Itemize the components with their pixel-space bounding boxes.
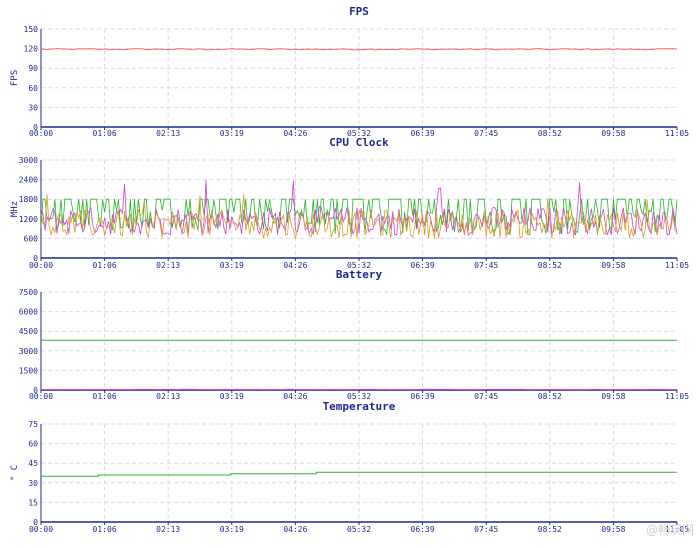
y-tick-label: 45: [28, 459, 38, 468]
x-tick-label: 09:58: [601, 525, 625, 534]
x-tick-label: 01:06: [93, 261, 117, 270]
x-tick-label: 07:45: [474, 261, 498, 270]
watermark-text: @畅玩网: [646, 521, 694, 538]
y-axis-label-3: ° C: [10, 465, 20, 481]
y-tick-label: 6000: [19, 308, 38, 317]
y-tick-label: 30: [28, 103, 38, 112]
x-tick-label: 06:39: [411, 261, 435, 270]
x-tick-label: 04:26: [283, 525, 307, 534]
x-tick-label: 04:26: [283, 392, 307, 401]
y-tick-label: 1200: [19, 215, 38, 224]
x-tick-label: 02:13: [156, 129, 180, 138]
x-tick-label: 00:00: [29, 525, 53, 534]
chart-title-3: Temperature: [323, 400, 396, 413]
chart-title-2: Battery: [336, 268, 383, 281]
x-tick-label: 11:05: [665, 392, 689, 401]
x-tick-label: 04:26: [283, 261, 307, 270]
y-tick-label: 3000: [19, 156, 38, 165]
x-tick-label: 07:45: [474, 525, 498, 534]
x-tick-label: 07:45: [474, 392, 498, 401]
x-tick-label: 07:45: [474, 129, 498, 138]
x-tick-label: 02:13: [156, 392, 180, 401]
y-tick-label: 2400: [19, 176, 38, 185]
y-tick-label: 90: [28, 64, 38, 73]
y-tick-label: 75: [28, 420, 38, 429]
y-tick-label: 150: [24, 25, 39, 34]
x-tick-label: 08:52: [538, 261, 562, 270]
y-tick-label: 30: [28, 479, 38, 488]
x-tick-label: 01:06: [93, 392, 117, 401]
x-tick-label: 11:05: [665, 261, 689, 270]
x-tick-label: 01:06: [93, 525, 117, 534]
x-tick-label: 06:39: [411, 129, 435, 138]
x-tick-label: 00:00: [29, 392, 53, 401]
y-tick-label: 15: [28, 498, 38, 507]
x-tick-label: 09:58: [601, 392, 625, 401]
y-tick-label: 600: [24, 234, 39, 243]
y-tick-label: 7500: [19, 288, 38, 297]
x-tick-label: 03:19: [220, 392, 244, 401]
x-tick-label: 02:13: [156, 525, 180, 534]
y-tick-label: 1800: [19, 195, 38, 204]
x-tick-label: 01:06: [93, 129, 117, 138]
x-tick-label: 09:58: [601, 261, 625, 270]
x-tick-label: 06:39: [411, 392, 435, 401]
x-tick-label: 09:58: [601, 129, 625, 138]
x-tick-label: 03:19: [220, 525, 244, 534]
x-tick-label: 08:52: [538, 525, 562, 534]
x-tick-label: 08:52: [538, 392, 562, 401]
x-tick-label: 11:05: [665, 129, 689, 138]
chart-title-0: FPS: [349, 5, 369, 18]
y-axis-label-0: FPS: [10, 70, 20, 86]
y-tick-label: 60: [28, 84, 38, 93]
chart-title-1: CPU Clock: [329, 136, 389, 149]
y-tick-label: 4500: [19, 327, 38, 336]
y-tick-label: 120: [24, 45, 39, 54]
y-tick-label: 1500: [19, 366, 38, 375]
x-tick-label: 00:00: [29, 261, 53, 270]
x-tick-label: 08:52: [538, 129, 562, 138]
x-tick-label: 00:00: [29, 129, 53, 138]
x-tick-label: 05:32: [347, 525, 371, 534]
x-tick-label: 03:19: [220, 261, 244, 270]
y-tick-label: 60: [28, 440, 38, 449]
x-tick-label: 02:13: [156, 261, 180, 270]
x-tick-label: 03:19: [220, 129, 244, 138]
x-tick-label: 06:39: [411, 525, 435, 534]
y-tick-label: 3000: [19, 347, 38, 356]
x-tick-label: 04:26: [283, 129, 307, 138]
